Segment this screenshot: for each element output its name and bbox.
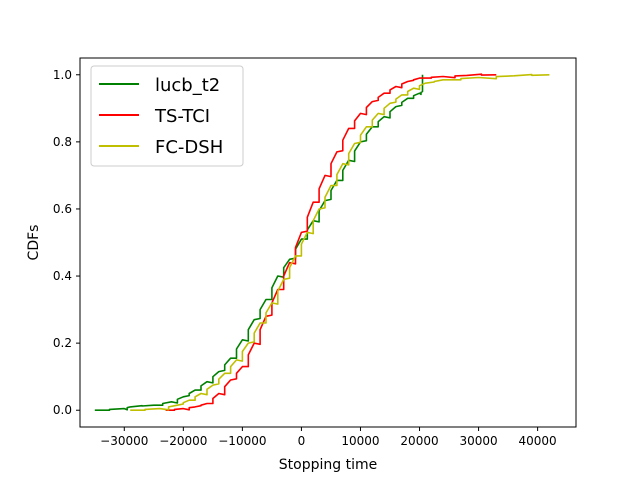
plot-area: [94, 73, 550, 411]
y-tick-label: 0.0: [53, 403, 72, 417]
x-tick-label: −10000: [218, 434, 266, 448]
legend: lucb_t2 TS-TCI FC-DSH: [90, 65, 244, 167]
series-line-fc-dsh: [130, 73, 550, 411]
x-tick-label: −30000: [100, 434, 148, 448]
y-tick-label: 0.6: [53, 202, 72, 216]
legend-label: FC-DSH: [155, 137, 223, 158]
legend-label: lucb_t2: [155, 75, 220, 96]
legend-box: [90, 65, 244, 167]
legend-label: TS-TCI: [154, 106, 210, 127]
series-line-lucb-t2: [94, 74, 424, 411]
y-tick-label: 0.8: [53, 135, 72, 149]
y-tick-label: 0.2: [53, 336, 72, 350]
x-axis: −30000 −20000 −10000 0 10000 20000 30000 40000: [100, 427, 557, 448]
axes-frame: [79, 57, 577, 428]
x-tick-label: −20000: [159, 434, 207, 448]
x-tick-label: 40000: [519, 434, 557, 448]
x-axis-title: Stopping time: [279, 457, 377, 473]
y-axis-title: CDFs: [26, 225, 42, 261]
y-axis: 0.0 0.2 0.4 0.6 0.8 1.0: [53, 68, 80, 417]
x-tick-label: 30000: [459, 434, 497, 448]
y-tick-label: 1.0: [53, 68, 72, 82]
x-tick-label: 0: [298, 434, 306, 448]
x-tick-label: 10000: [341, 434, 379, 448]
y-tick-label: 0.4: [53, 269, 72, 283]
series-line-ts-tci: [165, 73, 497, 411]
x-tick-label: 20000: [400, 434, 438, 448]
